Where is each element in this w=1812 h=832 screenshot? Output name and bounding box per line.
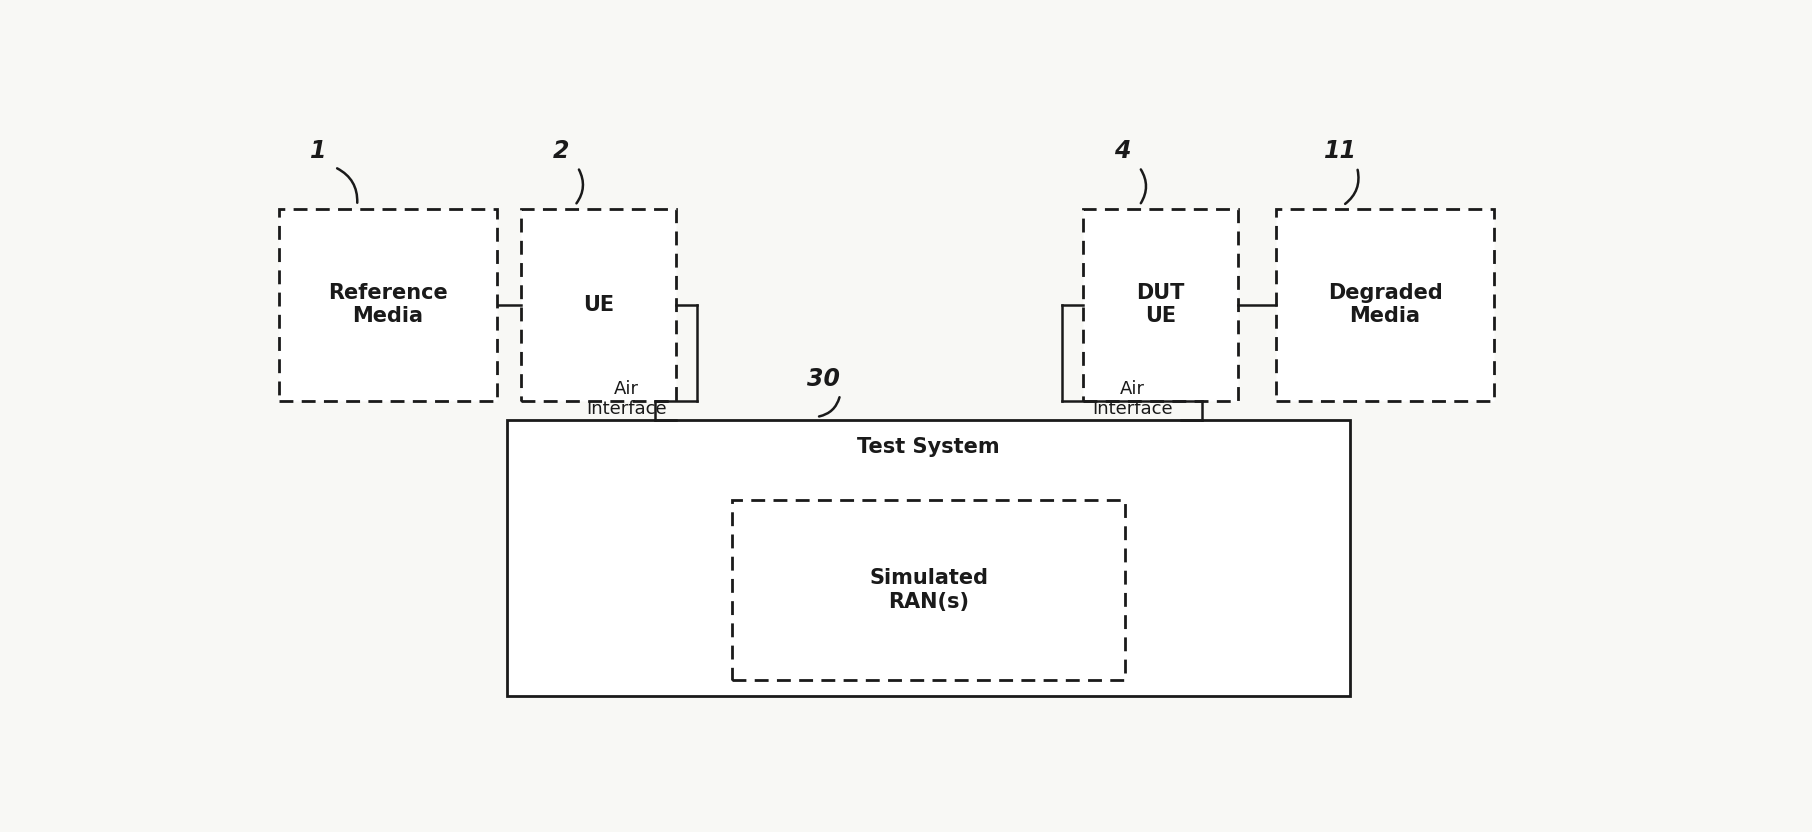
Text: Degraded
Media: Degraded Media xyxy=(1328,283,1442,326)
Text: DUT
UE: DUT UE xyxy=(1136,283,1185,326)
FancyBboxPatch shape xyxy=(1084,209,1238,401)
Text: Reference
Media: Reference Media xyxy=(328,283,448,326)
Text: Air
Interface: Air Interface xyxy=(587,379,667,418)
Text: UE: UE xyxy=(583,295,614,314)
Text: 30: 30 xyxy=(806,367,839,390)
Text: Air
Interface: Air Interface xyxy=(1093,379,1172,418)
Text: 2: 2 xyxy=(553,139,569,163)
Text: 4: 4 xyxy=(1114,139,1131,163)
Text: 11: 11 xyxy=(1323,139,1357,163)
FancyBboxPatch shape xyxy=(732,500,1125,680)
FancyBboxPatch shape xyxy=(279,209,496,401)
Text: Test System: Test System xyxy=(857,437,1000,457)
Text: Simulated
RAN(s): Simulated RAN(s) xyxy=(870,568,988,612)
Text: 1: 1 xyxy=(310,139,326,163)
FancyBboxPatch shape xyxy=(522,209,676,401)
FancyBboxPatch shape xyxy=(1276,209,1493,401)
FancyBboxPatch shape xyxy=(507,420,1350,696)
